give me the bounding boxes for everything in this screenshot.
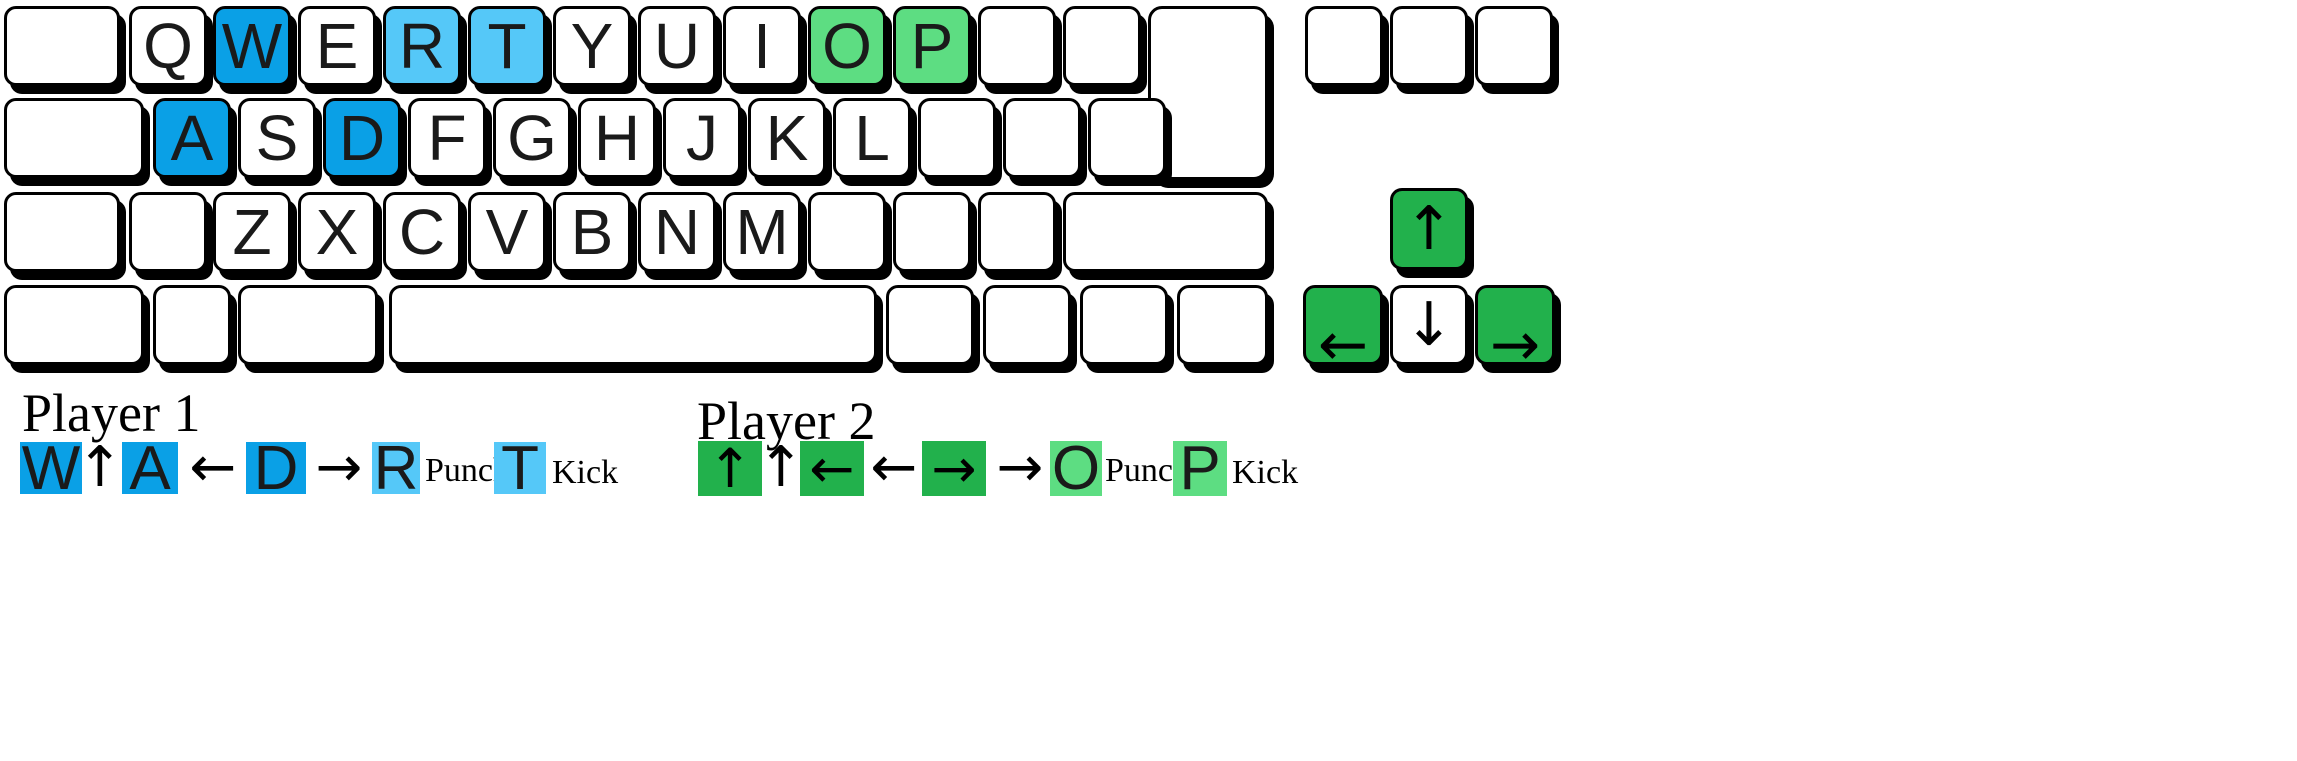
p2-kick-label: Kick bbox=[1232, 454, 1298, 492]
key-arrow-right: → bbox=[1475, 285, 1555, 365]
key-bracket-left bbox=[978, 6, 1056, 86]
p2-kick-key: P bbox=[1173, 441, 1227, 496]
p1-left-key: A bbox=[122, 442, 178, 494]
key-a: A bbox=[153, 98, 231, 178]
p1-left-arrow-icon: ← bbox=[184, 440, 242, 496]
key-r: R bbox=[383, 6, 461, 86]
key-backslash bbox=[1088, 98, 1166, 178]
p2-up-key: ↑ bbox=[698, 441, 762, 496]
p1-right-arrow-icon: → bbox=[310, 440, 368, 496]
up-arrow-icon: ↑ bbox=[1404, 199, 1454, 259]
key-s: S bbox=[238, 98, 316, 178]
down-arrow-icon: ↓ bbox=[1404, 295, 1454, 355]
p2-left-arrow-icon: ← bbox=[868, 440, 920, 496]
p2-up-arrow-icon: ↑ bbox=[768, 440, 794, 496]
key-l: L bbox=[833, 98, 911, 178]
key-c: C bbox=[383, 192, 461, 272]
key-k: K bbox=[748, 98, 826, 178]
p2-left-key: ← bbox=[800, 441, 864, 496]
key-n: N bbox=[638, 192, 716, 272]
key-g: G bbox=[493, 98, 571, 178]
key-x: X bbox=[298, 192, 376, 272]
key-backslash-iso bbox=[129, 192, 207, 272]
key-shift-right bbox=[1063, 192, 1268, 272]
key-v: V bbox=[468, 192, 546, 272]
key-i: I bbox=[723, 6, 801, 86]
key-tab bbox=[4, 6, 120, 86]
key-ctrl-right bbox=[1177, 285, 1268, 365]
key-period bbox=[893, 192, 971, 272]
p2-right-key: → bbox=[922, 441, 986, 496]
p1-up-key: W bbox=[20, 442, 82, 494]
key-y: Y bbox=[553, 6, 631, 86]
key-page-up bbox=[1475, 6, 1553, 86]
p1-up-arrow-icon: ↑ bbox=[88, 440, 112, 496]
left-arrow-icon: ← bbox=[1318, 315, 1368, 375]
key-q: Q bbox=[129, 6, 207, 86]
key-home bbox=[1390, 6, 1468, 86]
key-f: F bbox=[408, 98, 486, 178]
key-space bbox=[389, 285, 877, 365]
key-menu bbox=[1080, 285, 1168, 365]
key-insert bbox=[1305, 6, 1383, 86]
p2-punch-key: O bbox=[1050, 441, 1102, 496]
key-b: B bbox=[553, 192, 631, 272]
key-enter bbox=[1148, 6, 1268, 180]
key-arrow-up: ↑ bbox=[1390, 188, 1468, 270]
key-ctrl-left bbox=[4, 285, 144, 365]
key-m: M bbox=[723, 192, 801, 272]
key-t: T bbox=[468, 6, 546, 86]
key-p: P bbox=[893, 6, 971, 86]
key-quote bbox=[1003, 98, 1081, 178]
key-win-right bbox=[983, 285, 1071, 365]
key-bracket-right bbox=[1063, 6, 1141, 86]
key-comma bbox=[808, 192, 886, 272]
key-d: D bbox=[323, 98, 401, 178]
p1-punch-key: R bbox=[372, 442, 420, 494]
key-alt-left bbox=[238, 285, 378, 365]
key-alt-right bbox=[886, 285, 974, 365]
p1-kick-key: T bbox=[494, 442, 546, 494]
right-arrow-icon: → bbox=[1490, 315, 1540, 375]
key-u: U bbox=[638, 6, 716, 86]
key-e: E bbox=[298, 6, 376, 86]
key-o: O bbox=[808, 6, 886, 86]
key-slash bbox=[978, 192, 1056, 272]
key-win-left bbox=[153, 285, 231, 365]
p1-kick-label: Kick bbox=[552, 454, 618, 492]
key-w: W bbox=[213, 6, 291, 86]
key-z: Z bbox=[213, 192, 291, 272]
key-semicolon bbox=[918, 98, 996, 178]
key-arrow-down: ↓ bbox=[1390, 285, 1468, 365]
key-h: H bbox=[578, 98, 656, 178]
key-arrow-left: ← bbox=[1303, 285, 1383, 365]
key-caps-lock bbox=[4, 98, 144, 178]
key-j: J bbox=[663, 98, 741, 178]
p1-right-key: D bbox=[246, 442, 306, 494]
key-shift-left bbox=[4, 192, 120, 272]
p2-right-arrow-icon: → bbox=[994, 440, 1046, 496]
